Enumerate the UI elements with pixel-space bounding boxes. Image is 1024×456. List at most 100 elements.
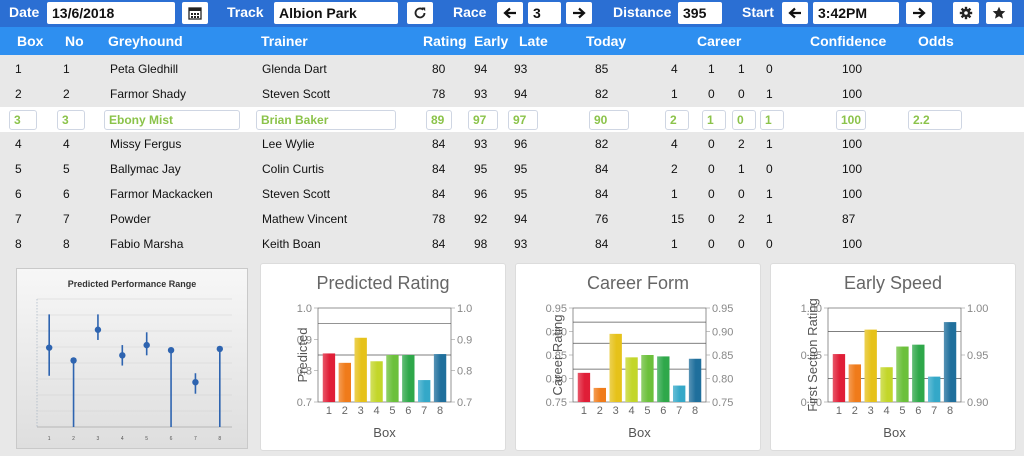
bar-box-6 [402, 355, 415, 402]
cell-c4: 0 [766, 162, 773, 176]
cell-c1[interactable]: 2 [665, 110, 689, 130]
col-rating[interactable]: Rating [423, 33, 467, 49]
race-next-button[interactable] [566, 2, 592, 24]
col-career[interactable]: Career [697, 33, 742, 49]
arrow-left-icon [503, 7, 516, 19]
cell-name[interactable]: Ebony Mist [104, 110, 240, 130]
cell-early: 93 [474, 87, 488, 101]
bar-box-3 [609, 333, 622, 402]
y-tick-label: 1.0 [297, 303, 312, 315]
cell-c3: 2 [738, 137, 745, 151]
cell-c1: 4 [671, 62, 678, 76]
chart-title: Early Speed [843, 273, 943, 293]
track-input[interactable]: Albion Park [274, 2, 398, 24]
x-tick-label: 3 [358, 405, 364, 417]
bar-box-5 [386, 355, 399, 402]
table-row[interactable]: 6 6 Farmor Mackacken Steven Scott 84 96 95 84 1 0… [0, 182, 1024, 207]
col-greyhound[interactable]: Greyhound [108, 33, 183, 49]
table-row[interactable]: 2 2 Farmor Shady Steven Scott 78 93 94 82 1 0 0 1 10… [0, 82, 1024, 107]
cell-box: 6 [15, 187, 22, 201]
cell-early[interactable]: 97 [468, 110, 498, 130]
cell-c1: 1 [671, 87, 678, 101]
col-trainer[interactable]: Trainer [261, 33, 308, 49]
cell-box[interactable]: 3 [9, 110, 37, 130]
calendar-icon[interactable] [182, 2, 208, 24]
x-tick-label: 2 [852, 405, 858, 417]
table-row[interactable]: 1 1 Peta Gledhill Glenda Dart 80 94 93 85 4 1 1 0 10… [0, 57, 1024, 82]
cell-c2: 0 [708, 187, 715, 201]
x-tick-label: 4 [884, 405, 890, 417]
cell-name: Ballymac Jay [110, 162, 181, 176]
y-tick-label: 0.90 [801, 397, 822, 409]
cell-confidence[interactable]: 100 [836, 110, 866, 130]
range-point [119, 352, 126, 359]
range-point [216, 345, 224, 353]
start-next-button[interactable] [906, 2, 932, 24]
cell-c4: 1 [766, 87, 773, 101]
bar-box-2 [593, 387, 607, 402]
table-row[interactable]: 4 4 Missy Fergus Lee Wylie 84 93 96 82 4 0 2 1 100 [0, 132, 1024, 157]
cell-c3[interactable]: 0 [732, 110, 756, 130]
cell-c2[interactable]: 1 [702, 110, 726, 130]
col-late[interactable]: Late [519, 33, 548, 49]
x-tick-label: 7 [676, 405, 682, 417]
col-confidence[interactable]: Confidence [810, 33, 887, 49]
cell-odds[interactable]: 2.2 [908, 110, 962, 130]
cell-c4[interactable]: 1 [760, 110, 784, 130]
bar-box-4 [625, 357, 638, 402]
col-early[interactable]: Early [474, 33, 509, 49]
cell-late[interactable]: 97 [508, 110, 538, 130]
cell-early: 94 [474, 62, 488, 76]
x-tick-label: 8 [437, 405, 443, 417]
start-prev-button[interactable] [782, 2, 808, 24]
cell-early: 93 [474, 137, 488, 151]
race-input[interactable]: 3 [528, 2, 561, 24]
cell-box: 5 [15, 162, 22, 176]
chart-title: Career Form [586, 273, 689, 293]
gear-icon[interactable] [953, 2, 979, 24]
bar-box-6 [657, 356, 670, 402]
tick-label: 3 [97, 436, 100, 442]
career-form-card: Career Form 1 2 3 4 5 6 7 8 0.75 0.75 0.80 0.80 0.85… [515, 263, 761, 451]
bar-box-2 [338, 362, 352, 402]
star-icon[interactable] [986, 2, 1012, 24]
predicted-rating-card: Predicted Rating 1 2 3 4 5 6 7 8 0.7 0.7 0.8 0.8 0.9… [260, 263, 506, 451]
range-point [70, 357, 77, 364]
cell-rating[interactable]: 89 [426, 110, 452, 130]
cell-late: 95 [514, 162, 528, 176]
x-tick-label: 6 [405, 405, 411, 417]
table-row[interactable]: 8 8 Fabio Marsha Keith Boan 84 98 93 84 1 0 0 0 100 [0, 232, 1024, 257]
cell-today[interactable]: 90 [589, 110, 629, 130]
y-tick-label: 0.9 [297, 334, 312, 346]
top-toolbar: Date 13/6/2018 Track Albion Park Race 3 … [0, 0, 1024, 27]
cell-c4: 1 [766, 137, 773, 151]
cell-box: 7 [15, 212, 22, 226]
table-row[interactable]: 5 5 Ballymac Jay Colin Curtis 84 95 95 84 2 0 1 0 10… [0, 157, 1024, 182]
cell-c2: 0 [708, 137, 715, 151]
tick-label: 2 [72, 436, 75, 442]
col-odds[interactable]: Odds [918, 33, 954, 49]
y-tick-label-right: 0.80 [712, 374, 733, 386]
cell-name: Peta Gledhill [110, 62, 179, 76]
race-prev-button[interactable] [497, 2, 523, 24]
cell-trainer[interactable]: Brian Baker [256, 110, 396, 130]
y-tick-label: 0.8 [297, 366, 312, 378]
x-tick-label: 6 [660, 405, 666, 417]
refresh-icon[interactable] [407, 2, 433, 24]
col-no[interactable]: No [65, 33, 84, 49]
col-today[interactable]: Today [586, 33, 627, 49]
x-tick-label: 1 [326, 405, 332, 417]
cell-late: 93 [514, 62, 528, 76]
table-row-selected[interactable]: 3 3 Ebony Mist Brian Baker 89 97 97 90 2 1 0 1 100 2.… [0, 107, 1024, 132]
cell-c2: 0 [708, 212, 715, 226]
cell-rating: 78 [432, 87, 446, 101]
distance-input[interactable]: 395 [678, 2, 722, 24]
table-row[interactable]: 7 7 Powder Mathew Vincent 78 92 94 76 15 0 2 1 87 [0, 207, 1024, 232]
start-time-input[interactable]: 3:42PM [813, 2, 899, 24]
date-input[interactable]: 13/6/2018 [47, 2, 175, 24]
cell-late: 96 [514, 137, 528, 151]
col-box[interactable]: Box [17, 33, 44, 49]
y-tick-label-right: 0.95 [712, 303, 733, 315]
cell-no[interactable]: 3 [57, 110, 85, 130]
bar-box-1 [322, 353, 336, 402]
